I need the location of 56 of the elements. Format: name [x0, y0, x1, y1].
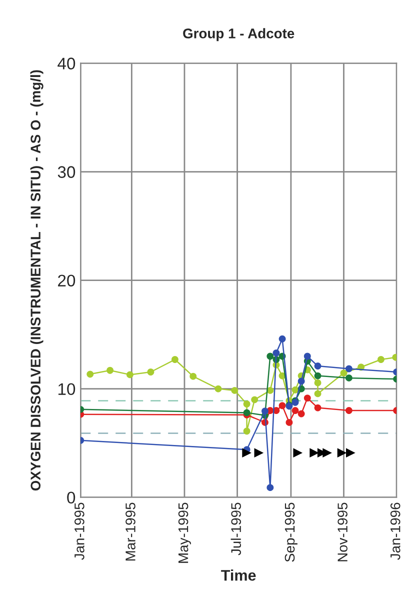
point [243, 428, 250, 435]
point [106, 366, 114, 374]
y-tick-label: 20 [58, 274, 76, 286]
point [286, 418, 293, 426]
point [147, 368, 154, 376]
point [304, 352, 311, 360]
point [171, 356, 178, 363]
point [251, 396, 258, 404]
x-axis-title: Time [221, 570, 256, 581]
x-tick-label: Sep-1995 [284, 502, 298, 562]
point [292, 407, 299, 414]
point [340, 370, 348, 377]
point [298, 378, 305, 385]
x-tick-label: Jul-1995 [230, 502, 242, 556]
y-tick-label: 0 [67, 492, 76, 504]
point [322, 448, 332, 458]
x-tick-label: Nov-1995 [338, 502, 348, 562]
x-tick-label: Mar-1995 [126, 502, 136, 560]
point [298, 410, 305, 418]
point [346, 448, 356, 458]
point [242, 448, 252, 458]
point [190, 372, 197, 380]
point [254, 448, 264, 458]
point [314, 404, 322, 412]
x-tick-label: Jan-1995 [74, 502, 84, 560]
point [337, 448, 347, 458]
point [378, 356, 384, 363]
point [243, 400, 250, 408]
point [214, 385, 222, 392]
point [278, 402, 286, 410]
y-axis-title: OXYGEN DISSOLVED (INSTRUMENTAL - IN SITU) - AS O - (mg/l) [30, 70, 44, 491]
y-tick-label: 40 [58, 58, 76, 70]
y-tick-label: 30 [58, 166, 76, 178]
point [86, 370, 94, 378]
point [293, 448, 303, 458]
point [314, 372, 322, 380]
chart-title: Group 1 - Adcote [183, 28, 294, 42]
x-tick-label: Jan-1996 [390, 502, 400, 560]
point [314, 379, 322, 386]
point [266, 352, 274, 360]
point [345, 407, 352, 414]
x-tick-label: May-1995 [178, 502, 191, 563]
point [292, 386, 299, 394]
point [314, 362, 322, 370]
point [304, 394, 311, 402]
point [262, 408, 268, 415]
point [266, 484, 274, 492]
point [345, 365, 352, 372]
point [314, 390, 322, 398]
point [345, 374, 352, 382]
point [272, 350, 280, 356]
point [278, 335, 286, 342]
point [126, 371, 134, 378]
y-tick-label: 10 [58, 383, 76, 396]
point [310, 448, 319, 458]
point [231, 386, 238, 394]
